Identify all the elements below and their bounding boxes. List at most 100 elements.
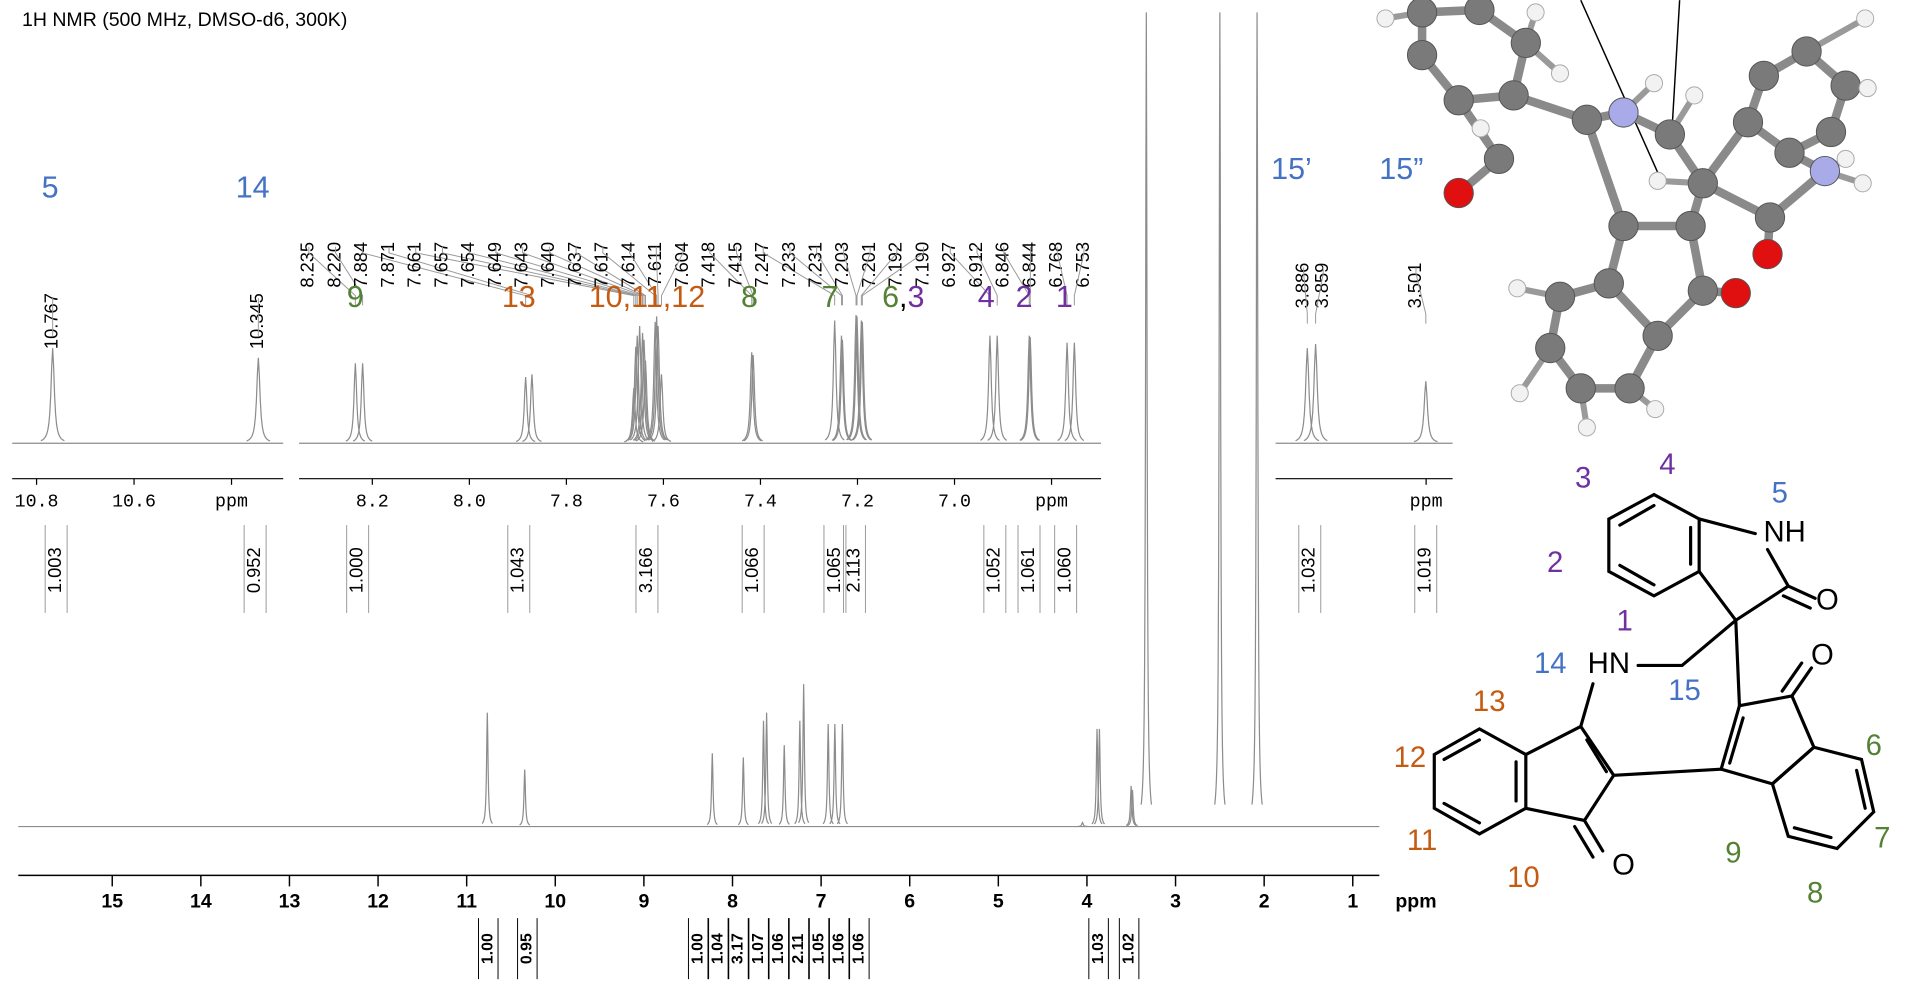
figure: 1H NMR (500 MHz, DMSO-d6, 300K) 3 4 5 NH 2 O 1… (0, 0, 1914, 983)
peak-label: 7.637 (564, 242, 585, 288)
peak (1296, 348, 1319, 441)
integral-label: 2.113 (842, 548, 863, 592)
model-atom (1686, 87, 1703, 104)
model-atom (1749, 61, 1778, 90)
peak (41, 348, 64, 441)
assignment-label: 14 (236, 170, 270, 204)
integral-label: 1.019 (1414, 547, 1435, 593)
peak-label: 7.640 (537, 242, 558, 288)
peak (837, 724, 847, 824)
x-tick-label: 1 (1347, 890, 1358, 912)
peak-label: 6.927 (938, 242, 959, 288)
peak (823, 724, 833, 824)
x-tick-label: 11 (456, 890, 477, 912)
integral-label: 1.04 (710, 933, 727, 964)
x-tick-label: 7.6 (647, 493, 680, 513)
assignment-part: 2 (1016, 280, 1033, 314)
integral-label: 1.052 (983, 547, 1004, 593)
model-atom (1655, 120, 1684, 149)
peak-label: 3.886 (1291, 263, 1312, 309)
structure-label: 7 (1874, 822, 1890, 855)
x-tick-label: 8.0 (453, 493, 486, 513)
assignment-part: 3 (908, 280, 925, 314)
structure-label: 3 (1575, 462, 1591, 495)
peak-label: 10.345 (246, 293, 267, 349)
structure-label: 15 (1668, 674, 1701, 707)
x-tick-label: 3 (1170, 890, 1181, 912)
peak-label: 3.501 (1404, 263, 1425, 309)
model-atom (1645, 75, 1662, 92)
x-tick-label: 5 (993, 890, 1004, 912)
peak-label: 7.233 (778, 242, 799, 288)
x-tick-label: 8.2 (356, 493, 389, 513)
structure-label: NH (1763, 515, 1805, 548)
assignment-part: 15” (1379, 152, 1423, 186)
assignment-part: 10,11,12 (589, 280, 705, 314)
structure-label: 2 (1547, 546, 1563, 579)
assignment-label: 9 (347, 280, 364, 314)
x-tick-label: 4 (1082, 890, 1093, 912)
peak-label: 6.753 (1072, 242, 1093, 288)
integral-label: 1.060 (1053, 547, 1074, 593)
peak (1252, 12, 1262, 804)
assignment-label: 15’ (1271, 152, 1312, 186)
model-atom (1536, 333, 1565, 362)
page: {"title": "1H NMR (500 MHz, DMSO-d6, 300… (0, 0, 1914, 983)
integral-label: 1.066 (741, 547, 762, 593)
integral-label: 1.06 (770, 933, 787, 964)
assignment-part: 15’ (1271, 152, 1312, 186)
peak-label: 7.657 (430, 242, 451, 288)
peak-label: 7.654 (457, 242, 478, 288)
peak (1141, 12, 1151, 804)
model-bond (1587, 120, 1624, 226)
structure-label: 9 (1725, 836, 1741, 869)
model-atom (1854, 175, 1871, 192)
structure-label: 6 (1866, 729, 1882, 762)
model-atom (1615, 374, 1644, 403)
model-atom (1511, 28, 1540, 57)
integral-label: 3.166 (635, 547, 656, 593)
integral-label: 1.032 (1298, 547, 1319, 593)
structure-label: 14 (1534, 647, 1567, 680)
assignment-part: 1 (1056, 280, 1073, 314)
x-tick-label: 8 (727, 890, 738, 912)
x-tick-label: 13 (279, 890, 301, 912)
structure-label: 5 (1772, 476, 1788, 509)
model-atom (1643, 321, 1672, 350)
structure-label: O (1811, 639, 1834, 672)
x-tick-label: ppm (1410, 493, 1443, 513)
model-atom (1578, 419, 1595, 436)
model-atom (1755, 203, 1784, 232)
integral-label: 0.952 (243, 547, 264, 593)
x-tick-label: 7 (816, 890, 827, 912)
structure-label: 10 (1507, 861, 1540, 894)
x-tick-label: 7.8 (550, 493, 583, 513)
structure-label: O (1612, 849, 1635, 882)
model-atom (1499, 81, 1528, 110)
model-atom (1609, 98, 1638, 127)
assignment-label: 4 (978, 280, 995, 314)
integral-label: 1.05 (810, 933, 827, 964)
integral-label: 1.061 (1017, 547, 1038, 593)
model-atom (1465, 0, 1494, 25)
model-atom (1511, 385, 1528, 402)
integral-label: 1.06 (830, 933, 847, 964)
peak (1077, 822, 1087, 826)
assignment-label: 8 (741, 280, 758, 314)
title: 1H NMR (500 MHz, DMSO-d6, 300K) (22, 9, 347, 31)
model-atom (1676, 211, 1705, 240)
model-atom (1594, 269, 1623, 298)
structure-label: HN (1588, 647, 1630, 680)
peak-label: 7.661 (404, 242, 425, 288)
x-tick-label: 10.6 (112, 493, 156, 513)
model-atom (1816, 117, 1845, 146)
x-tick-label: 7.0 (938, 493, 971, 513)
assignment-part: 5 (42, 170, 59, 204)
model-atom (1609, 211, 1638, 240)
model-atom (1572, 105, 1601, 134)
integral-label: 1.00 (479, 933, 496, 964)
model-atom (1721, 278, 1750, 307)
assignment-label: 2 (1016, 280, 1033, 314)
integral-label: 1.065 (823, 547, 844, 593)
model-atom (1566, 374, 1595, 403)
